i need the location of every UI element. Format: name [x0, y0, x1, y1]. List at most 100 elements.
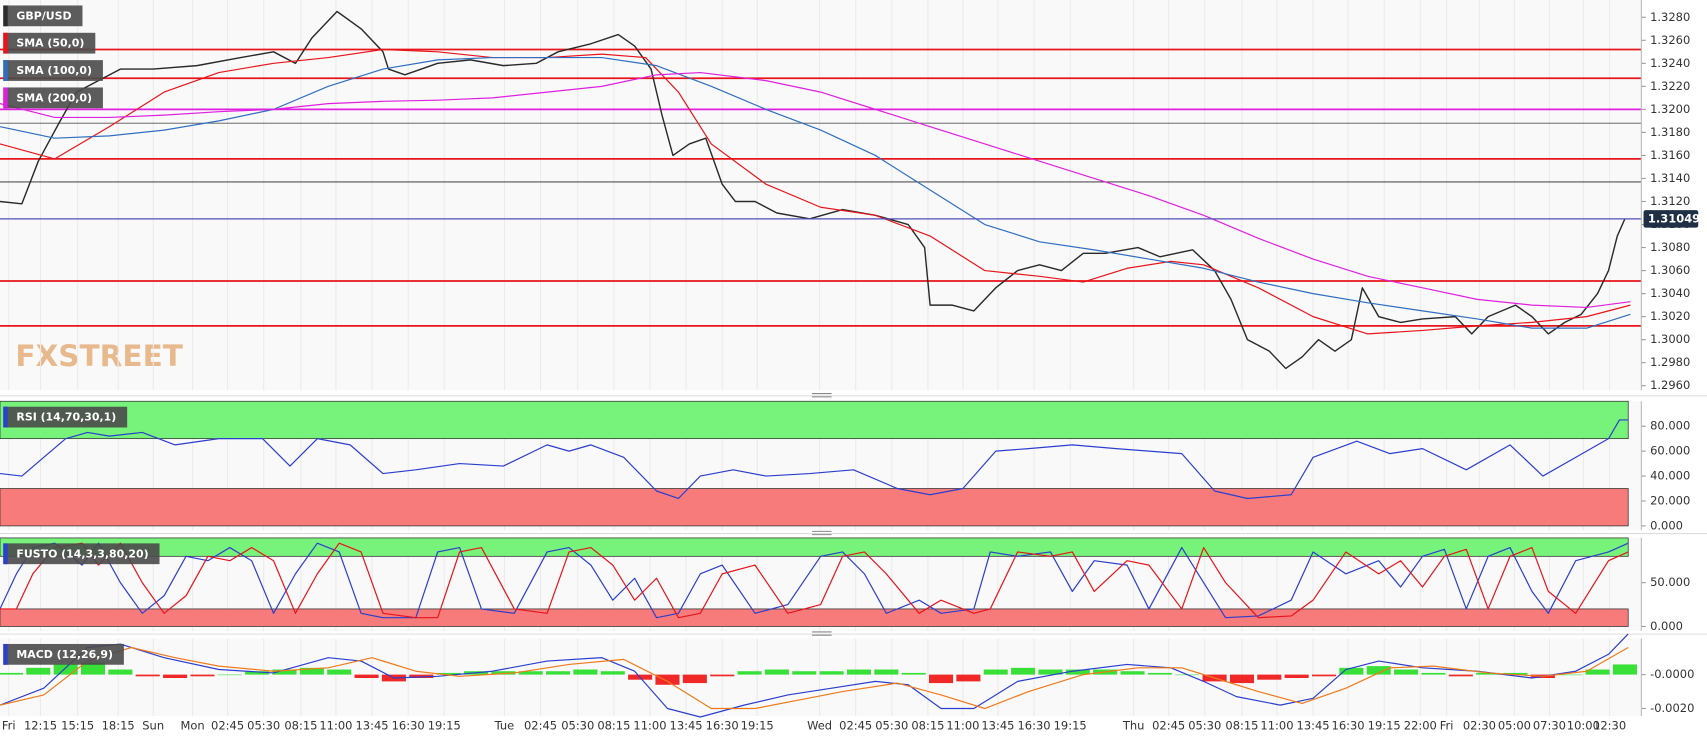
- x-tick-label: 11:00: [1260, 718, 1293, 732]
- legend-box: [3, 60, 103, 81]
- histogram-bar: [901, 672, 926, 675]
- legend-box: [3, 32, 96, 54]
- histogram-bar: [135, 674, 160, 677]
- y-tick-label: 80.000: [1650, 419, 1690, 433]
- zone: [0, 608, 1629, 627]
- y-tick-label: 0.000: [1650, 619, 1683, 633]
- x-tick-label: 02:45: [839, 718, 872, 732]
- x-tick-label: 19:15: [428, 718, 461, 732]
- histogram-bar: [1476, 672, 1501, 675]
- y-tick-label: 1.3220: [1650, 79, 1690, 93]
- y-tick-label: 1.3000: [1650, 332, 1690, 346]
- y-tick-label: 1.3080: [1650, 240, 1690, 254]
- x-tick-label: 11:00: [319, 718, 352, 732]
- histogram-bar: [573, 669, 598, 675]
- histogram-bar: [1503, 672, 1528, 675]
- y-tick-label: 1.3180: [1650, 125, 1690, 139]
- y-tick-label: 60.000: [1650, 444, 1690, 458]
- histogram-bar: [874, 669, 899, 675]
- legend-item: FUSTO (14,3,3,80,20): [3, 543, 160, 565]
- histogram-bar: [956, 674, 981, 682]
- histogram-bar: [1038, 669, 1063, 675]
- histogram-bar: [1366, 666, 1391, 675]
- histogram-bar: [1585, 669, 1610, 675]
- x-tick-label: 19:15: [1368, 718, 1401, 732]
- histogram-bar: [1011, 667, 1036, 675]
- series-line: [0, 71, 1631, 309]
- histogram-bar: [245, 671, 270, 675]
- x-tick-label: 16:30: [706, 718, 739, 732]
- panel-dividers: [0, 393, 1707, 636]
- x-tick-label: 12:30: [1593, 718, 1626, 732]
- histogram-bar: [327, 669, 352, 675]
- legend-box: [3, 643, 124, 665]
- histogram-bar: [518, 671, 543, 675]
- x-tick-label: 13:45: [1297, 718, 1330, 732]
- x-tick-label: 05:30: [875, 718, 908, 732]
- x-tick-label: 13:45: [356, 718, 389, 732]
- legend-swatch: [3, 32, 8, 54]
- histogram-bar: [299, 667, 324, 675]
- marks: [0, 10, 1642, 718]
- x-tick-label: 13:45: [670, 718, 703, 732]
- y-tick-label: 1.3040: [1650, 286, 1690, 300]
- x-tick-label: 16:30: [1018, 718, 1051, 732]
- y-tick-label: 1.3020: [1650, 309, 1690, 323]
- series-line: [0, 633, 1629, 718]
- y-tick-label: -0.0020: [1650, 701, 1694, 715]
- x-tick-label: 11:00: [633, 718, 666, 732]
- legend-item: RSI (14,70,30,1): [3, 406, 128, 428]
- x-tick-label: Fri: [2, 718, 16, 732]
- x-tick-label: 05:30: [247, 718, 280, 732]
- histogram-bar: [354, 674, 379, 678]
- histogram-bar: [819, 671, 844, 675]
- y-tick-label: 1.3200: [1650, 102, 1690, 116]
- histogram-bar: [1284, 674, 1309, 678]
- histogram-bar: [792, 671, 817, 675]
- histogram-bar: [53, 664, 78, 675]
- watermark: FXSTREET: [15, 339, 183, 373]
- histogram-bar: [546, 671, 571, 675]
- x-tick-label: 02:45: [211, 718, 244, 732]
- histogram-bar: [0, 672, 23, 675]
- x-tick-label: 02:45: [1152, 718, 1185, 732]
- histogram-bar: [1394, 669, 1419, 675]
- histogram-bar: [1147, 672, 1172, 675]
- x-tick-label: Sun: [142, 718, 164, 732]
- x-tick-label: 07:30: [1533, 718, 1566, 732]
- x-tick-label: Tue: [494, 718, 515, 732]
- y-tick-label: 0.000: [1650, 518, 1683, 532]
- series-line: [0, 419, 1629, 500]
- histogram-bar: [436, 672, 461, 675]
- histogram-bar: [1311, 674, 1337, 677]
- histogram-bar: [1120, 671, 1145, 675]
- legend-label: MACD (12,26,9): [16, 648, 113, 661]
- histogram-bar: [1229, 674, 1254, 684]
- histogram-bar: [26, 667, 51, 675]
- histogram-bar: [846, 669, 872, 675]
- histogram-bar: [491, 671, 516, 675]
- x-tick-label: Fri: [1440, 718, 1454, 732]
- legend-label: FUSTO (14,3,3,80,20): [16, 547, 148, 560]
- histogram-bar: [217, 674, 242, 676]
- legend-label: SMA (100,0): [16, 64, 92, 77]
- histogram-bar: [764, 669, 789, 675]
- histogram-bar: [983, 669, 1008, 675]
- legend-label: SMA (200,0): [16, 91, 92, 104]
- histogram-bar: [1448, 674, 1473, 677]
- series-line: [0, 646, 1629, 710]
- x-tick-label: 16:30: [392, 718, 425, 732]
- zones: [0, 48, 1642, 627]
- histogram-bar: [272, 669, 297, 675]
- legend-label: GBP/USD: [16, 9, 71, 22]
- y-tick-label: 1.3140: [1650, 171, 1690, 185]
- x-tick-label: 05:00: [1498, 718, 1531, 732]
- histogram-bar: [1065, 669, 1090, 675]
- legend-box: [3, 5, 83, 27]
- histogram-bar: [929, 674, 954, 684]
- x-tick-label: Mon: [180, 718, 204, 732]
- y-tick-label: 40.000: [1650, 469, 1690, 483]
- x-tick-label: 05:30: [561, 718, 594, 732]
